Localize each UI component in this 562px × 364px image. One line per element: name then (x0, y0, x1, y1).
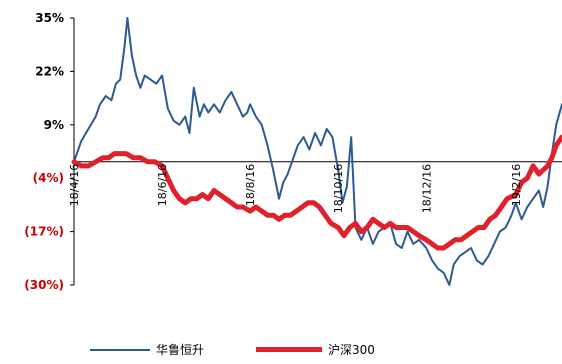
legend-label-series-1: 华鲁恒升 (156, 343, 205, 357)
x-tick-label: 18/6/16 (156, 164, 169, 206)
x-tick-label: 19/2/16 (510, 164, 523, 206)
x-tick-label: 18/4/16 (68, 164, 81, 206)
y-tick-label: 22% (35, 64, 64, 78)
legend-item-series-1: 华鲁恒升 (90, 340, 250, 360)
y-tick-label: (30%) (24, 278, 64, 292)
x-tick-labels: 18/4/16 18/6/16 18/8/16 18/10/16 18/12/16 19/… (68, 164, 523, 213)
legend-swatch-series-1 (90, 349, 150, 351)
y-tick-label: 35% (35, 11, 64, 25)
line-chart: 35%22%9%(4%)(17%)(30%) 18/4/16 18/6/16 18/… (24, 11, 562, 292)
series-line-2 (71, 134, 562, 251)
series-lines (71, 17, 562, 286)
legend-label-series-2: 沪深300 (328, 343, 375, 357)
x-tick-label: 18/12/16 (420, 164, 433, 213)
legend: 华鲁恒升 沪深300 (60, 340, 440, 360)
y-tick-label: (4%) (33, 171, 64, 185)
y-tick-label: 9% (44, 118, 64, 132)
legend-item-series-2: 沪深300 (256, 340, 416, 360)
legend-swatch-series-2 (256, 347, 322, 352)
x-tick-label: 18/8/16 (244, 164, 257, 206)
y-axis: 35% 22% 9% (4%) (17%) (30%) (24, 11, 75, 292)
series-line-1 (73, 17, 562, 286)
y-tick-label: (17%) (24, 225, 64, 239)
x-tick-label: 18/10/16 (332, 164, 345, 213)
